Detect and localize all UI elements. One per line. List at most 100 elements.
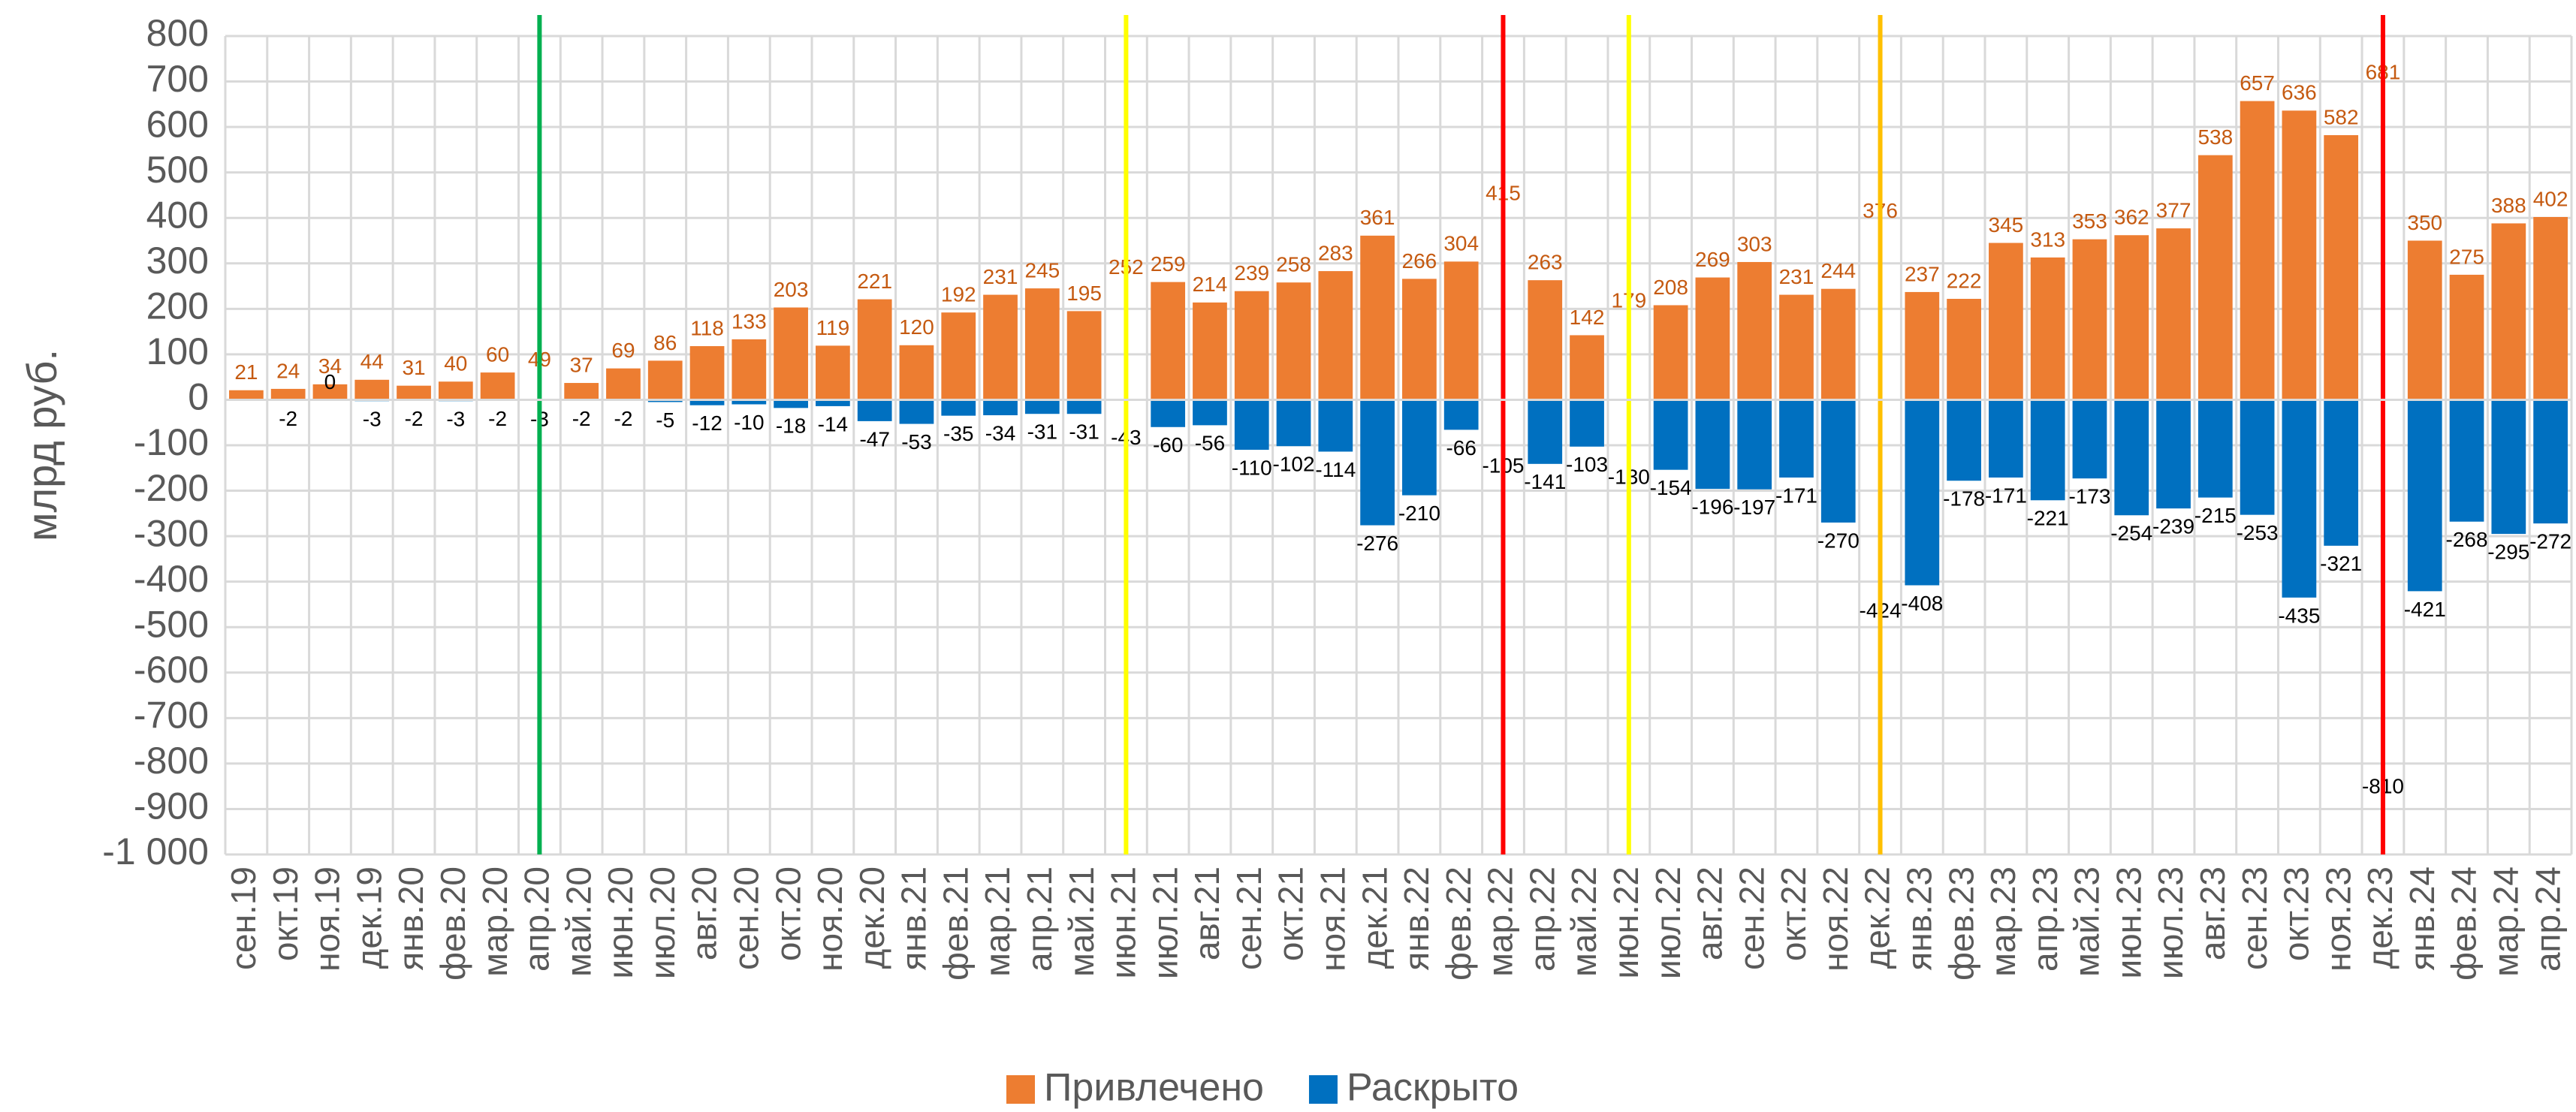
data-label: -408 <box>1901 592 1943 615</box>
bar <box>312 384 348 400</box>
bar <box>2324 399 2359 546</box>
x-tick-label: сен.20 <box>726 866 765 970</box>
bar <box>2030 257 2065 400</box>
data-label: 69 <box>611 339 635 362</box>
bar <box>2407 399 2442 592</box>
data-label: 269 <box>1695 248 1730 271</box>
y-tick-label: -1 000 <box>102 830 209 872</box>
data-label: -270 <box>1817 529 1860 552</box>
data-label: -2 <box>572 407 591 430</box>
bar <box>731 399 767 405</box>
bar <box>229 390 264 400</box>
bar <box>1989 399 2023 478</box>
bar <box>2491 223 2526 400</box>
data-label: -31 <box>1027 420 1057 444</box>
data-label: 263 <box>1528 251 1563 274</box>
y-tick-label: 0 <box>188 376 209 418</box>
bar <box>1989 243 2023 400</box>
bar <box>2240 101 2275 400</box>
bar <box>1905 399 1940 586</box>
data-label: 40 <box>444 352 467 375</box>
bar <box>774 307 808 400</box>
y-tick-label: -100 <box>134 421 209 463</box>
bar <box>1193 302 1227 400</box>
x-tick-label: янв.22 <box>1397 866 1436 971</box>
bar <box>857 299 892 400</box>
bar <box>1066 311 1102 400</box>
x-tick-label: дек.21 <box>1355 866 1394 969</box>
x-tick-label: ноя.19 <box>308 866 347 972</box>
bar <box>1066 399 1102 414</box>
bar <box>1276 399 1311 447</box>
data-label: 657 <box>2240 71 2275 95</box>
bar <box>689 345 725 400</box>
x-tick-label: апр.21 <box>1020 866 1059 972</box>
bar <box>2030 399 2065 501</box>
bar <box>397 385 431 400</box>
x-tick-label: июл.23 <box>2151 866 2190 979</box>
data-label: -34 <box>985 421 1015 444</box>
data-label: -196 <box>1691 496 1733 519</box>
legend-label: Раскрыто <box>1347 1066 1519 1110</box>
bar <box>983 399 1018 416</box>
data-label: -141 <box>1524 470 1566 493</box>
data-label: -321 <box>2320 552 2362 575</box>
bar <box>816 399 850 406</box>
data-label: 195 <box>1066 282 1102 305</box>
data-label: -5 <box>656 408 674 432</box>
x-tick-label: июл.20 <box>643 866 682 979</box>
x-tick-label: сен.23 <box>2235 866 2274 970</box>
y-tick-label: -200 <box>134 467 209 509</box>
y-axis-title: млрд руб. <box>18 349 65 541</box>
y-tick-label: -500 <box>134 603 209 645</box>
bar <box>647 360 683 400</box>
bar <box>1443 399 1479 430</box>
data-label: -171 <box>1775 484 1817 507</box>
bar <box>1318 271 1353 400</box>
data-label: -435 <box>2278 604 2320 627</box>
y-tick-label: -700 <box>134 695 209 737</box>
data-label: -2 <box>279 407 297 430</box>
data-label: 304 <box>1443 232 1479 255</box>
data-label: -66 <box>1446 436 1476 460</box>
data-label: 237 <box>1905 262 1940 285</box>
x-tick-label: июн.20 <box>601 866 640 979</box>
bar <box>1024 399 1060 414</box>
data-label: 239 <box>1234 261 1269 285</box>
bar <box>1151 282 1186 400</box>
data-label: -12 <box>692 411 722 435</box>
data-label: 192 <box>941 283 976 306</box>
legend-swatch <box>1308 1075 1338 1104</box>
bar <box>983 294 1018 400</box>
data-label: 362 <box>2114 206 2149 229</box>
x-tick-label: июн.22 <box>1606 866 1645 979</box>
x-tick-label: апр.24 <box>2528 866 2567 972</box>
bar <box>1570 335 1604 400</box>
x-tick-label: янв.23 <box>1899 866 1938 971</box>
bar <box>1570 399 1604 447</box>
y-tick-label: 800 <box>146 12 209 54</box>
bar <box>1234 399 1269 451</box>
data-label: 86 <box>653 331 677 354</box>
data-label: -210 <box>1398 502 1440 525</box>
bar <box>1402 399 1437 496</box>
bar <box>1151 399 1186 427</box>
bar <box>2114 235 2149 400</box>
legend-swatch <box>1006 1075 1035 1104</box>
bar <box>1695 399 1730 490</box>
data-label: 231 <box>1779 265 1814 288</box>
data-label: 120 <box>899 315 934 339</box>
bar <box>1737 399 1772 490</box>
legend-label: Привлечено <box>1044 1066 1264 1110</box>
x-tick-label: июл.22 <box>1648 866 1688 979</box>
data-label: -53 <box>901 430 931 454</box>
data-label: -178 <box>1943 487 1985 511</box>
bar <box>1695 277 1730 400</box>
bar <box>2156 228 2191 400</box>
bar <box>2240 399 2275 515</box>
bar <box>647 399 683 402</box>
data-label: -103 <box>1566 453 1608 476</box>
data-label: 34 <box>318 354 342 378</box>
x-tick-label: окт.22 <box>1774 866 1813 961</box>
